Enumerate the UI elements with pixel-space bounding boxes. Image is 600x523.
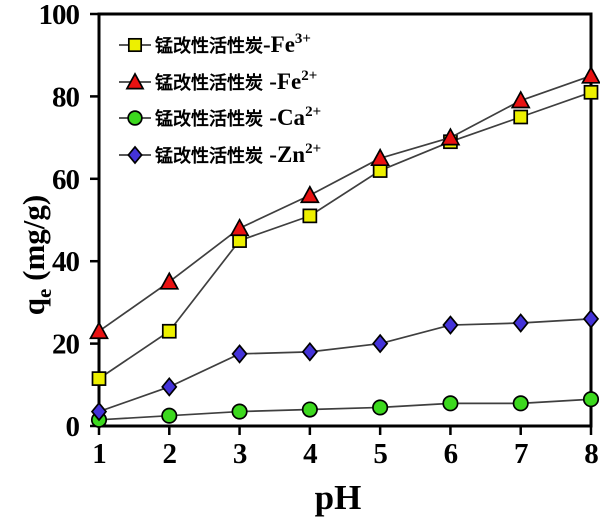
series-line-ca2 xyxy=(98,398,592,421)
x-tick-label: 6 xyxy=(444,438,458,470)
y-axis-label-units: (mg/g) xyxy=(16,194,51,289)
series-line-fe2 xyxy=(98,74,592,332)
data-point-zn2 xyxy=(231,344,248,364)
data-point-fe3 xyxy=(513,109,529,125)
legend-item-ca2: 锰改性活性炭 -Ca2+ xyxy=(119,104,321,130)
legend-item-zn2: 锰改性活性炭 -Zn2+ xyxy=(119,141,321,167)
data-point-fe3 xyxy=(302,208,318,224)
data-point-fe3 xyxy=(91,371,107,386)
x-tick-label: 2 xyxy=(163,438,177,470)
series-fe3 xyxy=(91,84,599,386)
y-tick-label: 40 xyxy=(52,246,80,278)
legend-marker-ca2 xyxy=(127,110,143,126)
plot-frame xyxy=(97,12,593,428)
series-ca2 xyxy=(90,391,600,428)
data-point-fe2 xyxy=(89,320,109,340)
x-tick-label: 7 xyxy=(514,438,528,470)
data-point-fe2 xyxy=(581,65,600,84)
series-line-fe3 xyxy=(98,91,592,380)
legend-label-zn2: 锰改性活性炭 -Zn2+ xyxy=(155,141,321,167)
y-axis-label: qe (mg/g) xyxy=(16,194,56,316)
data-point-ca2 xyxy=(512,395,529,412)
legend-label-fe2: 锰改性活性炭 -Fe2+ xyxy=(155,68,317,94)
data-point-zn2 xyxy=(90,401,108,422)
data-point-ca2 xyxy=(582,391,600,408)
data-point-fe3 xyxy=(161,323,177,339)
series-line-zn2 xyxy=(98,318,592,413)
data-point-zn2 xyxy=(372,333,389,354)
data-point-zn2 xyxy=(161,377,178,397)
data-point-fe2 xyxy=(229,217,250,237)
data-point-fe2 xyxy=(370,147,391,167)
data-point-ca2 xyxy=(161,407,178,424)
data-point-ca2 xyxy=(231,403,248,420)
series-fe2 xyxy=(89,65,600,340)
y-tick-label: 20 xyxy=(52,329,80,361)
data-point-zn2 xyxy=(442,315,459,335)
y-tick-label: 60 xyxy=(52,164,80,196)
series-zn2 xyxy=(90,309,600,422)
y-tick-label: 0 xyxy=(66,411,80,443)
data-point-ca2 xyxy=(442,395,459,412)
legend-marker-fe3 xyxy=(127,37,143,53)
legend-marker-zn2 xyxy=(127,145,143,165)
y-axis-label-main: q xyxy=(16,297,51,316)
legend-item-fe3: 锰改性活性炭-Fe3+ xyxy=(119,31,311,57)
data-point-ca2 xyxy=(372,399,389,416)
x-tick-label: 5 xyxy=(373,438,387,470)
x-tick-label: 4 xyxy=(303,438,317,470)
data-point-zn2 xyxy=(301,342,318,362)
data-point-fe2 xyxy=(159,271,180,290)
y-tick-label: 80 xyxy=(52,81,80,113)
y-tick-label: 100 xyxy=(39,0,80,31)
x-tick-label: 8 xyxy=(584,438,598,470)
data-point-zn2 xyxy=(582,309,600,329)
legend-marker-fe2 xyxy=(125,72,145,90)
data-point-fe2 xyxy=(299,185,320,204)
data-point-ca2 xyxy=(301,401,318,418)
data-point-fe3 xyxy=(583,84,599,100)
y-axis-label-subscript: e xyxy=(32,288,57,298)
legend-label-fe3: 锰改性活性炭-Fe3+ xyxy=(155,31,311,57)
x-axis-label: pH xyxy=(314,478,362,517)
x-tick-label: 3 xyxy=(233,438,247,470)
legend-label-ca2: 锰改性活性炭 -Ca2+ xyxy=(155,104,321,130)
data-point-zn2 xyxy=(512,313,529,333)
x-tick-label: 1 xyxy=(92,438,106,470)
data-point-fe2 xyxy=(440,127,461,146)
data-point-fe2 xyxy=(510,90,531,109)
legend-item-fe2: 锰改性活性炭 -Fe2+ xyxy=(119,68,317,94)
